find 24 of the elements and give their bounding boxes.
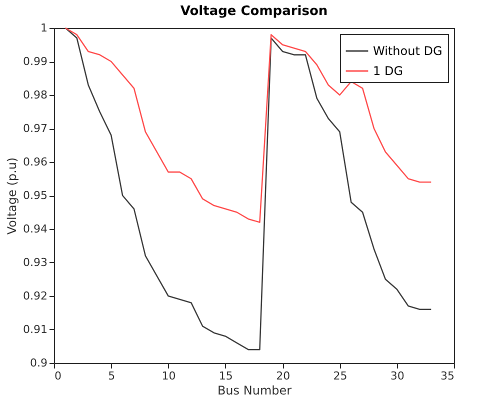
x-tick-label: 5 xyxy=(108,370,116,382)
x-tick-label: 25 xyxy=(333,370,348,382)
legend-label: Without DG xyxy=(373,44,442,58)
chart-title: Voltage Comparison xyxy=(180,4,328,19)
x-tick-label: 0 xyxy=(54,370,62,382)
y-axis-title: Voltage (p.u) xyxy=(5,157,20,235)
y-tick-label: 0.9 xyxy=(30,356,48,370)
x-tick-label: 20 xyxy=(276,370,290,382)
y-tick-label: 1 xyxy=(40,22,48,34)
y-tick-label: 0.97 xyxy=(23,122,48,135)
y-tick-label: 0.96 xyxy=(23,156,48,168)
y-tick-label: 0.99 xyxy=(23,55,48,68)
y-tick-label: 0.91 xyxy=(23,323,48,336)
y-tick-label: 0.98 xyxy=(23,88,48,102)
x-axis-title: Bus Number xyxy=(217,384,292,398)
x-tick-label: 35 xyxy=(440,370,454,382)
legend-label: 1 DG xyxy=(373,64,403,78)
x-tick-label: 30 xyxy=(390,370,404,382)
y-tick-label: 0.94 xyxy=(23,222,48,236)
y-tick-label: 0.92 xyxy=(23,290,48,302)
y-tick-label: 0.95 xyxy=(23,189,48,202)
x-tick-label: 10 xyxy=(162,370,176,382)
y-tick-label: 0.93 xyxy=(23,256,48,269)
x-tick-label: 15 xyxy=(218,370,233,382)
